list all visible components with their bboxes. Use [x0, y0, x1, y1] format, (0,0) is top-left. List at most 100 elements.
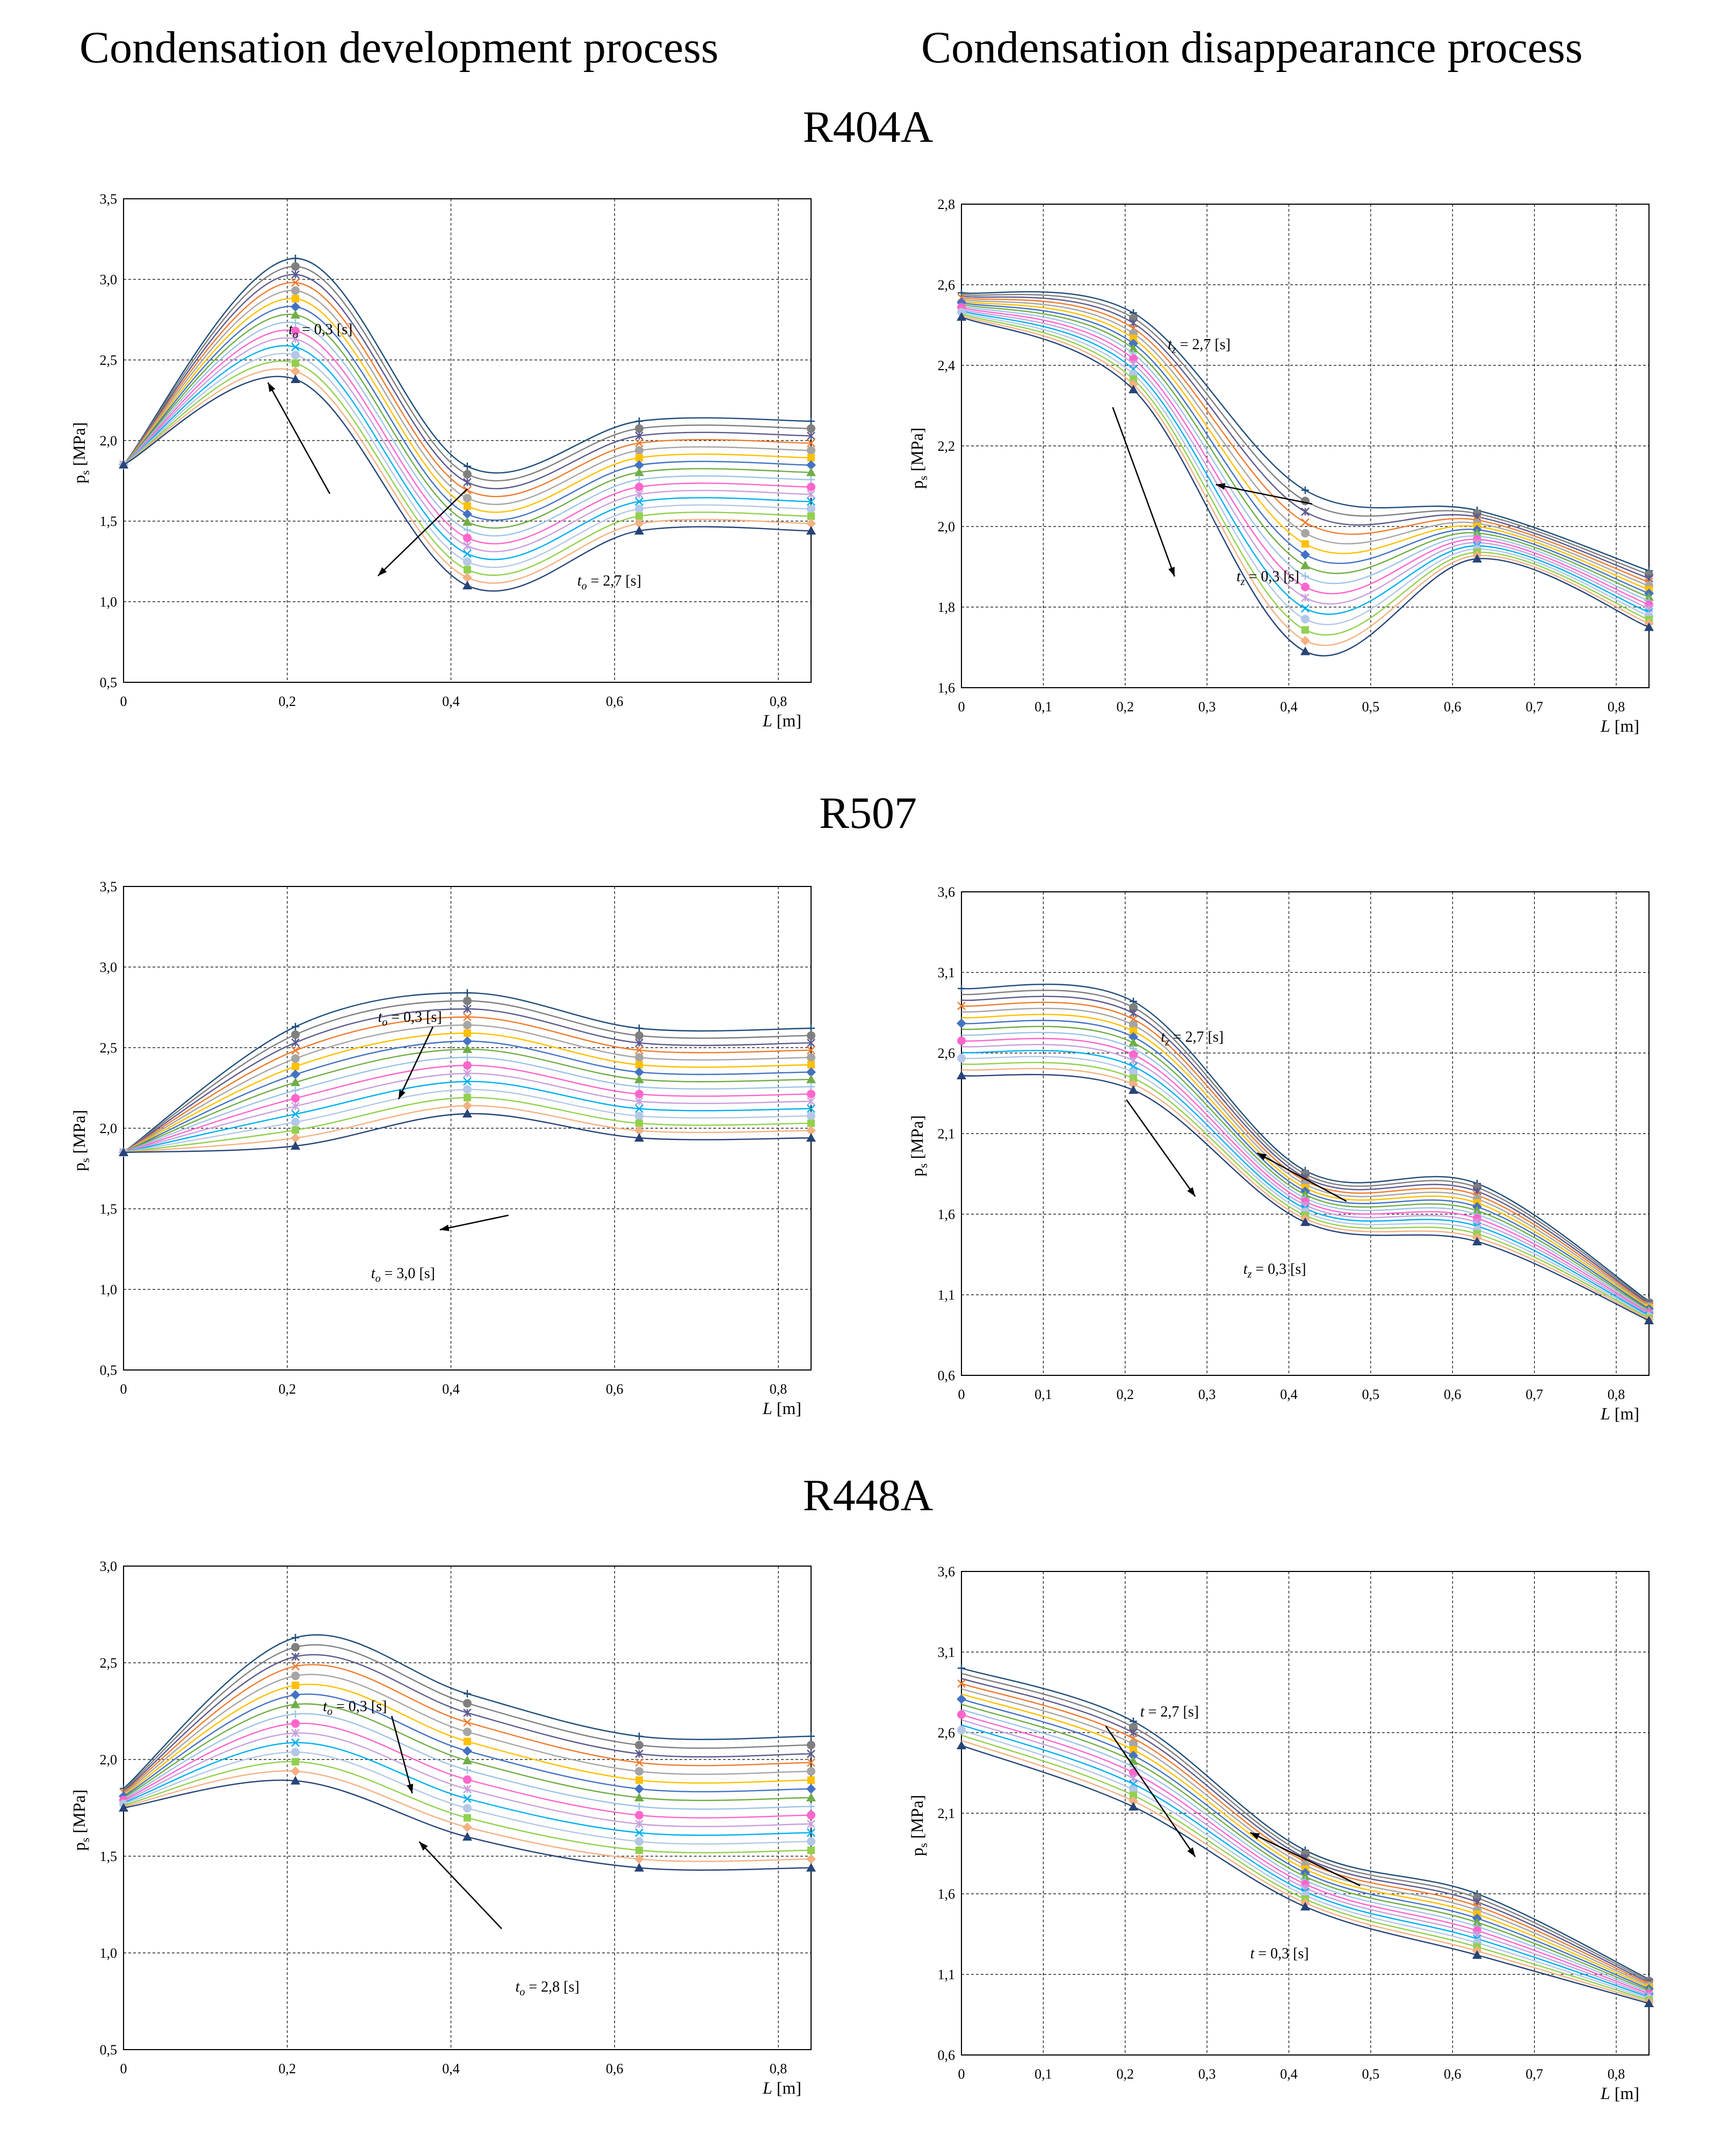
data-point	[807, 1090, 815, 1099]
data-point	[807, 1039, 815, 1048]
data-point	[807, 1741, 815, 1750]
x-tick-label: 0,8	[1608, 2066, 1625, 2082]
x-tick-label: 0,2	[1117, 1387, 1134, 1402]
y-axis-label: ps [MPa]	[69, 422, 92, 484]
series-markers	[291, 997, 815, 1040]
data-point	[807, 1837, 815, 1846]
y-tick-label: 1,5	[100, 1201, 118, 1217]
data-point	[1301, 582, 1310, 592]
plot-frame	[961, 204, 1650, 688]
series-markers	[1129, 314, 1653, 579]
data-point	[635, 1802, 643, 1811]
data-point	[807, 1119, 815, 1127]
data-point	[635, 1776, 643, 1784]
data-point	[463, 1069, 472, 1078]
data-point	[634, 1074, 644, 1084]
series-line	[123, 265, 812, 481]
x-tick-label: 0,7	[1525, 2066, 1543, 2082]
series-markers	[1130, 1791, 1653, 2004]
data-point	[463, 1699, 472, 1708]
y-tick-label: 3,1	[938, 1645, 956, 1660]
data-point	[807, 431, 815, 441]
data-point	[634, 1793, 644, 1802]
data-point	[291, 1690, 300, 1700]
refrigerant-title-r404a: R404A	[802, 102, 934, 152]
data-point	[291, 1046, 300, 1055]
gridlines	[124, 886, 811, 1371]
data-point	[291, 1699, 300, 1708]
data-point	[806, 1863, 816, 1872]
data-point	[807, 446, 815, 455]
annotation-arrow	[1112, 407, 1175, 577]
data-point	[463, 533, 472, 543]
series-line	[961, 1667, 1650, 1980]
x-tick-label: 0,4	[1280, 2066, 1298, 2082]
arrow-head	[419, 1842, 428, 1851]
data-point	[957, 1710, 966, 1719]
data-point	[806, 460, 816, 470]
data-point	[291, 1133, 300, 1143]
data-point	[292, 1710, 299, 1718]
series-line	[961, 316, 1650, 657]
series-markers	[119, 1109, 816, 1156]
data-point	[1129, 1003, 1138, 1012]
annotation-arrow	[1216, 484, 1313, 505]
plot-frame	[961, 1571, 1650, 2056]
x-tick-label: 0	[120, 694, 127, 709]
data-point	[806, 1133, 816, 1142]
data-point	[463, 1021, 472, 1029]
data-point	[1644, 622, 1654, 631]
data-point	[1129, 385, 1138, 393]
right-column-title: Condensation disappearance process	[921, 23, 1583, 73]
data-point	[806, 1067, 816, 1077]
series-line	[123, 360, 812, 576]
data-point	[807, 1749, 815, 1758]
x-tick-label: 0,8	[770, 1381, 787, 1397]
x-tick-label: 0,2	[1117, 2066, 1134, 2082]
data-point	[635, 1741, 643, 1750]
data-point	[1130, 335, 1137, 342]
refrigerant-title-r507: R507	[819, 788, 917, 838]
data-point	[463, 470, 472, 479]
series-markers	[119, 1748, 815, 1846]
data-point	[1300, 550, 1310, 560]
series-markers	[291, 1044, 816, 1086]
data-point	[806, 467, 816, 477]
data-point	[807, 424, 815, 433]
data-point	[292, 319, 299, 327]
data-point	[463, 997, 472, 1005]
series-markers	[291, 286, 815, 503]
data-point	[291, 1077, 300, 1086]
data-point	[292, 1126, 299, 1134]
data-point	[635, 1119, 643, 1127]
data-point	[1300, 1872, 1310, 1880]
series-markers	[1129, 1079, 1654, 1324]
y-tick-label: 3,1	[938, 965, 956, 980]
y-tick-label: 3,0	[100, 960, 118, 975]
series-markers	[292, 1054, 815, 1094]
data-point	[1130, 1746, 1137, 1754]
series-markers	[120, 255, 815, 470]
data-point	[463, 1061, 472, 1070]
series-markers	[291, 1699, 816, 1802]
data-point	[464, 1737, 471, 1746]
data-point	[806, 1793, 816, 1802]
data-point	[635, 454, 643, 461]
data-point	[291, 1141, 300, 1150]
data-point	[807, 417, 815, 425]
data-point	[291, 1719, 300, 1728]
series-line	[961, 301, 1650, 594]
data-point	[1300, 560, 1310, 569]
x-tick-label: 0,3	[1198, 1387, 1216, 1402]
series-markers	[1130, 1763, 1653, 1996]
data-point	[635, 431, 643, 441]
data-point	[1301, 507, 1310, 516]
y-tick-label: 2,5	[100, 352, 118, 368]
y-tick-label: 1,5	[100, 1849, 118, 1864]
chart-r404a-disappearance: 1,6 1,8 2,0 2,2 2,4 2,6 2,8 0 0,1 0,2 0,3 0,4 0,5 0,6…	[892, 193, 1670, 763]
series-line	[123, 298, 812, 513]
x-tick-label: 0,4	[442, 1381, 460, 1397]
data-point	[462, 1755, 472, 1764]
y-tick-label: 1,1	[938, 1287, 956, 1303]
data-point	[462, 517, 472, 526]
